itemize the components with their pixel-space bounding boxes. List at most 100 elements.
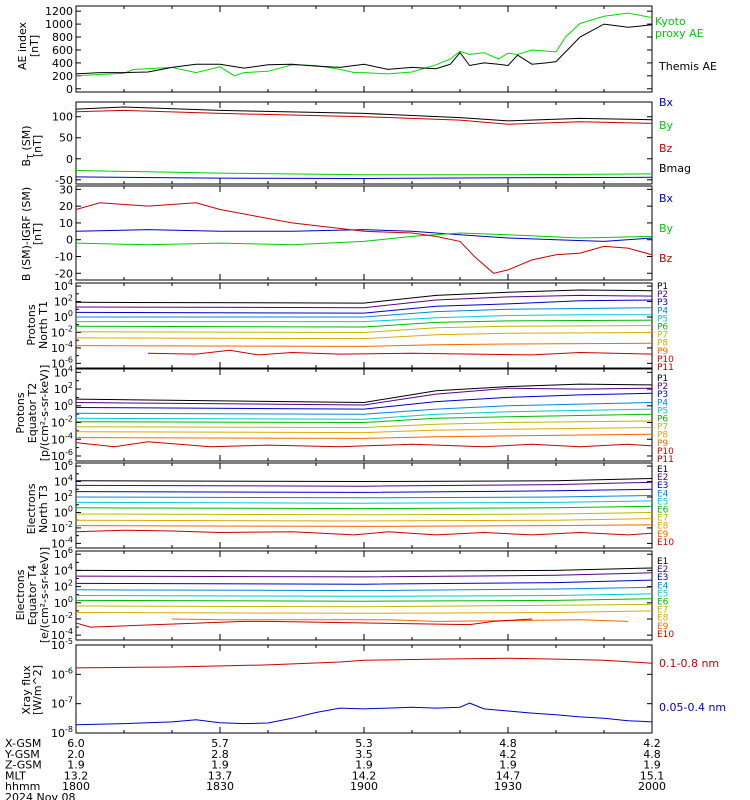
- channel-legend-e8: E8: [657, 614, 669, 624]
- channel-legend-p2: P2: [657, 382, 668, 392]
- channel-legend-p6: P6: [657, 415, 668, 425]
- channel-legend-p2: P2: [657, 290, 668, 300]
- ephemeris-value: 13.7: [208, 769, 233, 782]
- panel-7: 10-8 10-7 10-6 10-5: [51, 637, 653, 740]
- channel-legend-e9: E9: [657, 530, 669, 540]
- channel-legend-e1: E1: [657, 557, 668, 567]
- y-tick-label: 100: [54, 595, 73, 610]
- channel-legend-p1: P1: [657, 374, 668, 384]
- ephemeris-value: 1.9: [211, 759, 229, 772]
- channel-legend-e10: E10: [657, 630, 674, 640]
- y-tick-label: 102: [54, 489, 73, 504]
- y-tick-label: 800: [52, 31, 73, 44]
- ephemeris-value: 2.0: [67, 748, 85, 761]
- channel-legend-e7: E7: [657, 514, 668, 524]
- series-group: [76, 383, 652, 448]
- y-tick-label: 102: [54, 294, 73, 309]
- ephemeris-value: 3.5: [355, 748, 373, 761]
- y-tick-label: 10-6: [51, 448, 73, 463]
- series-line-e10: [76, 618, 533, 628]
- legend-xray-long: 0.1-0.8 nm: [659, 657, 719, 670]
- electrons-t3-axis-title: Electrons: [25, 483, 38, 534]
- ephemeris-row-label: Z-GSM: [5, 759, 42, 772]
- series-group: [76, 202, 652, 274]
- ephemeris-row-label: X-GSM: [5, 737, 41, 750]
- panel-frame: [75, 5, 653, 93]
- y-tick-label: 10-4: [51, 535, 73, 550]
- series-line-e7: [76, 603, 652, 608]
- y-tick-label: 10-6: [51, 666, 73, 681]
- panel-1: -50 0 50 100: [52, 101, 653, 187]
- channel-legend-p7: P7: [657, 423, 668, 433]
- y-tick-label: 106: [54, 458, 73, 473]
- protons-t2-axis-subtitle: Equator T2: [26, 383, 39, 443]
- y-tick-label: 10-2: [51, 324, 73, 339]
- channel-legend-p9: P9: [657, 439, 668, 449]
- protons-t2-axis-unit: [p/(cm²-s-sr-keV)]: [38, 365, 51, 462]
- series-line-p3: [76, 299, 652, 314]
- series-line-e8: [76, 610, 652, 614]
- series-line-p7: [76, 420, 652, 429]
- series-line-p4: [76, 402, 652, 415]
- series-line-e1: [76, 567, 652, 572]
- y-tick-label: -20: [55, 267, 73, 280]
- series-line-e8: [76, 518, 652, 522]
- y-tick-label: 400: [52, 57, 73, 70]
- ephemeris-value: 4.2: [499, 748, 517, 761]
- bt-axis-unit: [nT]: [31, 135, 44, 157]
- ephemeris-row-label: MLT: [5, 769, 26, 782]
- ephemeris-value: 1.9: [355, 759, 373, 772]
- series-line-p3: [76, 392, 652, 410]
- series-line-e2: [76, 572, 652, 578]
- y-tick-label: 1200: [45, 5, 73, 18]
- xray-axis-unit: [W/m^2]: [31, 665, 44, 715]
- series-line-e1: [76, 478, 652, 483]
- panel-frame: [75, 462, 653, 549]
- legends: Kyoto proxy AE Themis AE Bx By Bz Bmag B…: [655, 15, 726, 714]
- channel-legend-e8: E8: [657, 522, 669, 532]
- axis-titles: AE index [nT] BT (SM) [nT] B (SM)-IGRF (…: [14, 21, 51, 715]
- legend-db-bz: Bz: [659, 252, 673, 265]
- series-group: [76, 106, 652, 180]
- channel-legend-e4: E4: [657, 581, 669, 591]
- dbigrf-axis-unit: [nT]: [31, 223, 44, 245]
- legend-db-by: By: [659, 222, 674, 235]
- series-line-p10: [76, 441, 652, 448]
- legend-kyoto-line1: Kyoto: [655, 15, 686, 28]
- legend-bt-by: By: [659, 119, 674, 132]
- series-line-e2: [76, 481, 652, 487]
- channel-legend-p4: P4: [657, 306, 668, 316]
- ephemeris-date: 2024 Nov 08: [5, 791, 75, 800]
- y-tick-label: 100: [52, 111, 73, 124]
- y-tick-label: 10-5: [51, 637, 73, 652]
- channel-legend-p5: P5: [657, 314, 668, 324]
- series-line-p4: [76, 307, 652, 318]
- series-line-e6: [76, 598, 652, 602]
- ephemeris-value: 1.9: [67, 759, 85, 772]
- y-tick-label: 104: [54, 562, 73, 577]
- series-group: [76, 289, 652, 356]
- series-line-bz: [76, 202, 652, 274]
- ae-axis-title: AE index: [16, 21, 29, 70]
- channel-legend-e2: E2: [657, 473, 668, 483]
- dbigrf-axis-title: B (SM)-IGRF (SM): [20, 187, 33, 281]
- channel-legend-p3: P3: [657, 390, 668, 400]
- series-line-by: [76, 170, 652, 176]
- channel-legend-e3: E3: [657, 481, 668, 491]
- protons-t1-axis-subtitle: North T1: [37, 301, 50, 349]
- y-tick-label: 10-6: [51, 355, 73, 370]
- ephemeris-row-label: Y-GSM: [4, 748, 40, 761]
- series-line-p10: [147, 349, 652, 356]
- channel-legend-p1: P1: [657, 282, 668, 292]
- ephemeris-value: 14.7: [496, 769, 521, 782]
- channel-legend-e6: E6: [657, 506, 669, 516]
- ephemeris-value: 13.2: [64, 769, 89, 782]
- series-line-e9: [76, 524, 652, 527]
- y-tick-label: 10: [59, 217, 73, 230]
- y-tick-label: 20: [59, 200, 73, 213]
- legend-bt-bz: Bz: [659, 142, 673, 155]
- y-tick-label: 100: [54, 504, 73, 519]
